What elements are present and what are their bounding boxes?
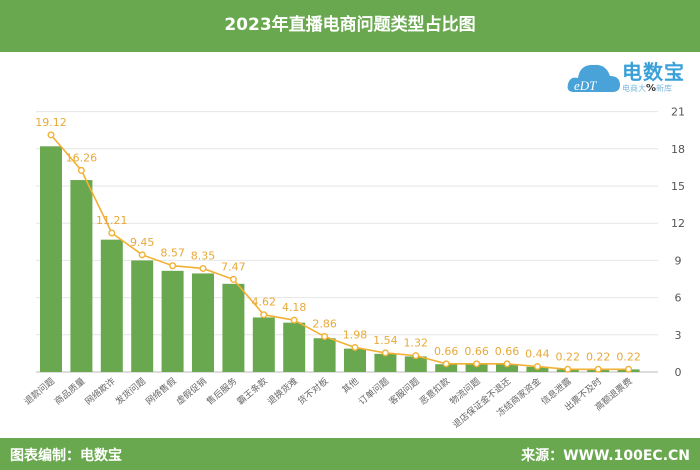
bar [192, 273, 214, 372]
bar [252, 317, 275, 372]
bar [374, 353, 397, 372]
line-point [412, 352, 420, 360]
data-label: 4.18 [282, 301, 307, 314]
line-point [381, 349, 389, 357]
line-point [229, 275, 237, 283]
line-point [594, 365, 602, 373]
x-tick-label: 发货问题 [113, 375, 148, 407]
footer-credit: 图表编制：电数宝 [10, 448, 122, 464]
line-point [564, 365, 572, 373]
data-label: 2.86 [312, 318, 337, 331]
line-point [77, 166, 85, 174]
bar [404, 356, 427, 372]
data-label: 7.47 [221, 260, 246, 273]
data-label: 0.44 [525, 348, 550, 361]
x-tick-label: 退款问题 [22, 375, 57, 407]
bar [344, 348, 366, 372]
data-label: 0.66 [495, 345, 520, 358]
data-label: 4.62 [252, 296, 277, 309]
y-tick-label: 15 [671, 180, 685, 193]
line-point [351, 343, 359, 351]
bar [435, 364, 458, 372]
x-tick-label: 售后服务 [204, 375, 239, 407]
data-label: 19.12 [35, 116, 67, 129]
data-label: 0.22 [616, 350, 641, 363]
x-tick-label: 货不对板 [295, 375, 330, 407]
series-line [50, 134, 629, 371]
footer: 图表编制：电数宝 来源：WWW.100EC.CN [0, 438, 700, 470]
x-tick-label: 虚假促销 [174, 375, 209, 407]
x-tick-label: 订单问题 [356, 375, 391, 407]
data-label: 0.66 [464, 345, 489, 358]
data-label: 11.21 [96, 214, 128, 227]
data-label: 0.22 [586, 350, 611, 363]
line-point [442, 360, 450, 368]
footer-source: 来源：WWW.100EC.CN [521, 448, 690, 464]
bar [70, 180, 93, 372]
x-tick-label: 网络售假 [143, 375, 178, 407]
data-label: 1.32 [404, 337, 429, 350]
data-label: 8.35 [191, 249, 216, 262]
y-tick-label: 3 [675, 329, 682, 342]
logo: eDT 电数宝 电商大%新库 [566, 56, 696, 98]
bar [100, 239, 123, 372]
line-point [533, 363, 541, 371]
data-label: 0.66 [434, 345, 459, 358]
line-point [625, 365, 633, 373]
line-point [503, 360, 511, 368]
chart-title: 2023年直播电商问题类型占比图 [0, 0, 700, 52]
line-point [169, 262, 177, 270]
line-point [290, 316, 298, 324]
bar [131, 260, 154, 372]
bar [465, 364, 488, 372]
line-point [138, 251, 146, 259]
svg-text:eDT: eDT [574, 78, 597, 93]
data-label: 1.98 [343, 328, 368, 341]
cloud-logo-icon: eDT [567, 64, 620, 93]
y-tick-label: 9 [675, 254, 682, 267]
x-tick-label: 霸王条款 [234, 375, 269, 407]
y-tick-label: 6 [675, 292, 682, 305]
bar [40, 146, 62, 372]
data-label: 8.57 [160, 247, 185, 260]
x-tick-label: 恶意扣款 [417, 375, 452, 407]
data-label: 0.22 [556, 350, 581, 363]
x-tick-label: 退换货难 [265, 375, 300, 407]
bar [496, 364, 518, 372]
y-tick-label: 21 [671, 106, 685, 119]
x-tick-label: 商品质量 [52, 375, 87, 407]
data-label: 16.26 [66, 151, 98, 164]
line-point [47, 131, 55, 139]
line-point [321, 333, 329, 341]
logo-tagline: 电商大%新库 [622, 83, 673, 94]
logo-name: 电数宝 [622, 60, 685, 84]
y-tick-label: 0 [675, 366, 682, 379]
bar [313, 338, 336, 372]
line-point [473, 360, 481, 368]
line-point [108, 229, 116, 237]
y-tick-label: 18 [671, 143, 685, 156]
x-tick-label: 客服问题 [386, 375, 421, 407]
line-point [199, 264, 207, 272]
bar [161, 270, 184, 372]
bar [283, 322, 306, 372]
line-point [260, 311, 268, 319]
data-label: 1.54 [373, 334, 398, 347]
x-tick-label: 网络欺诈 [82, 375, 117, 407]
data-label: 9.45 [130, 236, 155, 249]
y-tick-label: 12 [671, 217, 685, 230]
bar [222, 283, 245, 372]
x-tick-label: 其他 [339, 375, 361, 396]
